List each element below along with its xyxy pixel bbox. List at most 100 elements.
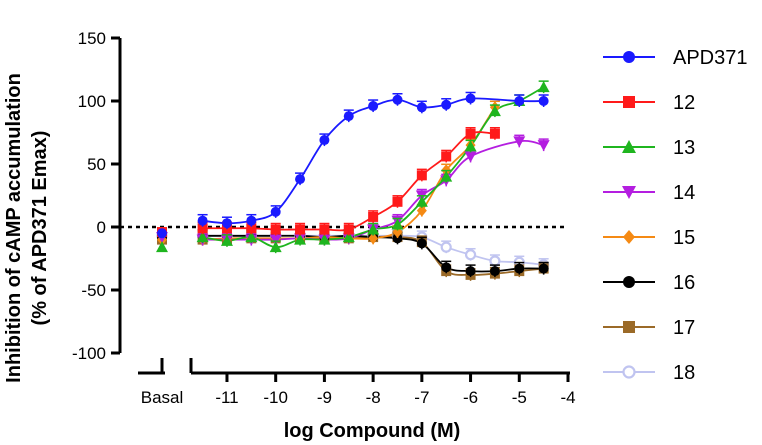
data-point (197, 215, 208, 226)
fit-curve-APD371 (202, 97, 544, 225)
data-point (343, 111, 354, 122)
data-point (464, 151, 477, 163)
data-point (392, 233, 403, 244)
data-point (342, 231, 355, 243)
data-point (622, 186, 636, 199)
y-axis-subtitle: (% of APD371 Emax) (29, 131, 51, 326)
data-point (368, 232, 379, 245)
data-point (295, 224, 306, 235)
data-point (367, 223, 380, 235)
data-point (196, 231, 209, 243)
data-point (416, 170, 427, 181)
x-tick-label: -11 (215, 388, 238, 407)
x-axis-title: log Compound (M) (284, 420, 461, 442)
data-point (623, 96, 635, 108)
data-point (415, 195, 428, 207)
data-point (416, 238, 427, 249)
data-point (538, 263, 549, 274)
data-point (319, 135, 330, 146)
data-point (220, 234, 233, 246)
data-point (295, 174, 306, 185)
x-tick-label: -7 (414, 388, 429, 407)
data-point (489, 128, 500, 139)
data-point (416, 102, 427, 113)
data-point (270, 224, 281, 235)
data-point (623, 51, 635, 63)
x-tick-label-basal: Basal (141, 388, 184, 407)
x-tick-label: -9 (317, 388, 332, 407)
data-point (440, 170, 453, 182)
legend-entry: APD371 (603, 47, 748, 69)
data-point (392, 196, 403, 207)
data-point (622, 365, 636, 379)
y-tick-label: 100 (78, 92, 106, 111)
data-point (623, 276, 635, 288)
legend-label: 12 (673, 92, 695, 114)
data-point (343, 224, 354, 235)
data-point (441, 151, 452, 162)
data-point (416, 204, 427, 217)
data-point (465, 128, 476, 139)
legend-label: 17 (673, 317, 695, 339)
legend-entry: 12 (603, 92, 695, 114)
legend-entry: 13 (603, 137, 695, 159)
y-tick-label: 150 (78, 29, 106, 48)
data-point (441, 99, 452, 110)
data-point (246, 215, 257, 226)
y-tick-label: -50 (81, 281, 106, 300)
legend-label: APD371 (673, 47, 748, 69)
legend: APD371 12 13 14 15 16 17 18 (603, 47, 748, 384)
data-point (391, 218, 404, 230)
data-point (489, 255, 501, 267)
data-point (294, 233, 307, 245)
x-tick-label: -8 (366, 388, 381, 407)
data-point (368, 101, 379, 112)
y-tick-label: -100 (72, 344, 106, 363)
legend-label: 14 (673, 182, 695, 204)
data-point (538, 96, 549, 106)
x-tick-label: -4 (560, 388, 575, 407)
legend-entry: 14 (603, 182, 695, 204)
data-point (245, 231, 258, 243)
legend-entry: 15 (603, 227, 695, 249)
data-point (489, 266, 500, 277)
data-point (464, 140, 477, 152)
data-point (537, 81, 550, 93)
legend-label: 15 (673, 227, 695, 249)
legend-entry: 18 (603, 362, 695, 384)
data-point (269, 234, 282, 246)
data-point (440, 241, 452, 253)
data-point (623, 321, 635, 333)
data-point (368, 211, 379, 222)
x-tick-label: -6 (463, 388, 478, 407)
y-tick-label: 0 (97, 218, 106, 237)
series-APD371 (157, 91, 549, 239)
data-point (623, 230, 635, 244)
data-point (246, 223, 257, 234)
data-point (488, 105, 501, 117)
data-point (465, 93, 476, 104)
axes: -100 -50 0 50 100 150 -11 -10 -9 -8 -7 -6 -5 -4 Basal (72, 29, 576, 407)
data-point (197, 223, 208, 234)
data-point (221, 218, 232, 229)
legend-label: 13 (673, 137, 695, 159)
data-point (465, 266, 476, 277)
data-point (318, 233, 331, 245)
legend-entry: 17 (603, 317, 695, 339)
data-point (441, 262, 452, 273)
legend-entry: 16 (603, 272, 695, 294)
data-point (319, 224, 330, 235)
data-point (157, 228, 167, 239)
data-point (156, 241, 168, 253)
x-tick-label: -5 (512, 388, 527, 407)
data-point (622, 140, 636, 153)
x-tick-label: -10 (263, 388, 288, 407)
data-point (270, 206, 281, 217)
data-point (513, 136, 526, 148)
data-point (514, 96, 525, 106)
data-point (392, 94, 403, 105)
y-tick-label: 50 (87, 155, 106, 174)
data-point (269, 241, 282, 253)
data-points (156, 80, 550, 281)
